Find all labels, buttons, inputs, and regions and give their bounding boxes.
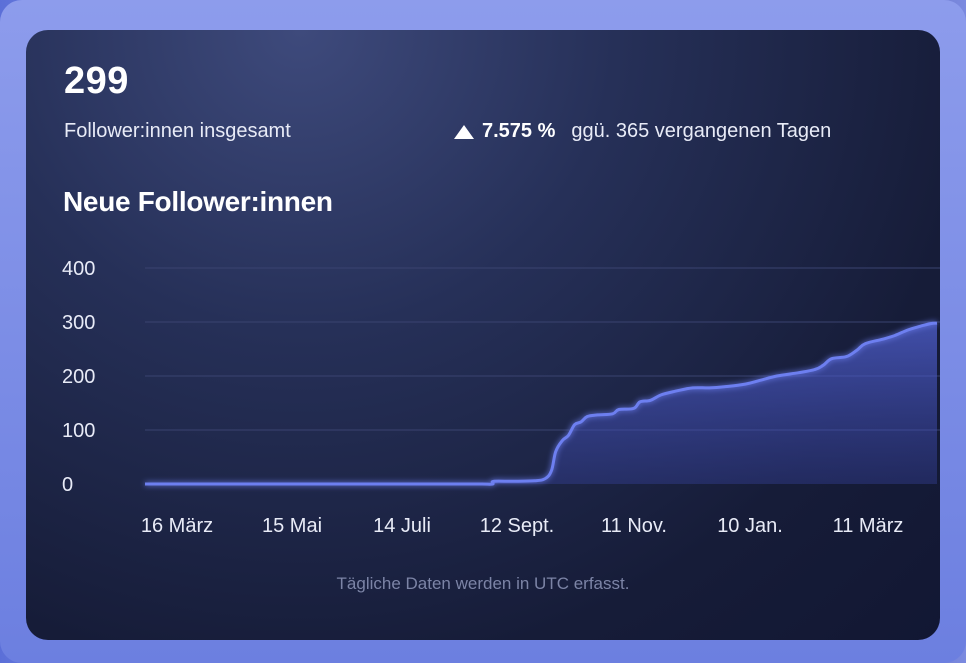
y-tick-label: 400 [62, 258, 95, 280]
series-area [145, 323, 937, 485]
y-tick-label: 200 [62, 366, 95, 388]
triangle-up-icon [454, 124, 474, 139]
new-followers-chart: 0 100 200 300 400 16 März 15 Mai 14 Juli 12 Sep… [62, 258, 940, 537]
total-followers-value: 299 [64, 60, 129, 102]
x-tick-label: 10 Jan. [717, 515, 783, 537]
change-percent: 7.575 % [482, 120, 556, 142]
x-tick-label: 14 Juli [373, 515, 431, 537]
x-tick-label: 16 März [141, 515, 213, 537]
x-tick-label: 12 Sept. [480, 515, 555, 537]
x-tick-label: 15 Mai [262, 515, 322, 537]
x-tick-label: 11 März [833, 515, 904, 537]
total-followers-label: Follower:innen insgesamt [64, 120, 291, 142]
y-tick-label: 100 [62, 420, 95, 442]
chart-title: Neue Follower:innen [63, 186, 333, 217]
change-comparison: ggü. 365 vergangenen Tagen [571, 120, 832, 142]
y-tick-label: 0 [62, 474, 73, 496]
change-indicator: 7.575 % ggü. 365 vergangenen Tagen [454, 120, 831, 143]
y-tick-label: 300 [62, 312, 95, 334]
series-line [144, 321, 938, 486]
followers-card: 299 Follower:innen insgesamt 7.575 % ggü… [26, 30, 940, 640]
footnote: Tägliche Daten werden in UTC erfasst. [336, 574, 630, 593]
x-tick-label: 11 Nov. [601, 515, 667, 537]
